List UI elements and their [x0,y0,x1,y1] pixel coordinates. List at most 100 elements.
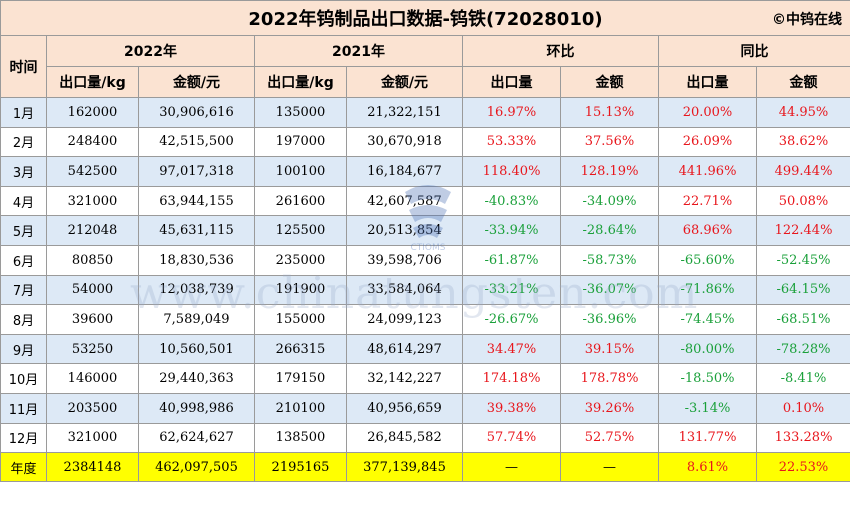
yoy-qty-cell: 68.96% [658,215,757,246]
table-row: 6月 80850 18,830,536 235000 39,598,706 -61.87%… [0,244,850,276]
header-qty-2022: 出口量/kg [46,66,139,98]
total-mom-amt: — [560,452,659,483]
yoy-amt-cell: 50.08% [756,185,850,217]
header-mom: 环比 [462,35,659,67]
total-mom-qty: — [462,452,561,483]
month-cell: 8月 [0,304,47,335]
qty-2022-cell: 53250 [46,333,139,365]
mom-amt-cell: -36.96% [560,304,659,335]
mom-amt-cell: 128.19% [560,156,659,187]
yoy-amt-cell: 0.10% [756,392,850,424]
header-qty-yoy: 出口量 [658,66,757,98]
yoy-qty-cell: -3.14% [658,392,757,424]
total-row: 年度 2384148 462,097,505 2195165 377,139,8… [0,452,850,483]
table-row: 12月 321000 62,624,627 138500 26,845,582 57.74… [0,422,850,454]
yoy-qty-cell: 131.77% [658,422,757,454]
amt-2021-cell: 21,322,151 [346,97,463,128]
total-yoy-amt: 22.53% [756,452,850,483]
amt-2021-cell: 42,607,587 [346,185,463,217]
amt-2022-cell: 29,440,363 [138,363,255,394]
qty-2021-cell: 210100 [254,392,347,424]
amt-2021-cell: 20,513,854 [346,215,463,246]
mom-amt-cell: -36.07% [560,274,659,306]
header-2022: 2022年 [46,35,255,67]
qty-2022-cell: 321000 [46,422,139,454]
yoy-amt-cell: 122.44% [756,215,850,246]
qty-2022-cell: 39600 [46,304,139,335]
mom-amt-cell: 52.75% [560,422,659,454]
amt-2022-cell: 10,560,501 [138,333,255,365]
yoy-amt-cell: 133.28% [756,422,850,454]
amt-2021-cell: 16,184,677 [346,156,463,187]
amt-2022-cell: 42,515,500 [138,126,255,158]
qty-2022-cell: 248400 [46,126,139,158]
header-amt-mom: 金额 [560,66,659,98]
amt-2021-cell: 39,598,706 [346,244,463,276]
yoy-qty-cell: 441.96% [658,156,757,187]
mom-amt-cell: -58.73% [560,244,659,276]
amt-2022-cell: 45,631,115 [138,215,255,246]
table-title: 2022年钨制品出口数据-钨铁(72028010) [248,9,603,30]
table-row: 9月 53250 10,560,501 266315 48,614,297 34.47% 3… [0,333,850,365]
yoy-amt-cell: 44.95% [756,97,850,128]
month-cell: 2月 [0,126,47,158]
total-yoy-qty: 8.61% [658,452,757,483]
qty-2021-cell: 266315 [254,333,347,365]
amt-2022-cell: 62,624,627 [138,422,255,454]
mom-qty-cell: 57.74% [462,422,561,454]
yoy-qty-cell: -65.60% [658,244,757,276]
mom-amt-cell: 39.26% [560,392,659,424]
header-2021: 2021年 [254,35,463,67]
amt-2022-cell: 63,944,155 [138,185,255,217]
mom-qty-cell: 118.40% [462,156,561,187]
table-row: 1月 162000 30,906,616 135000 21,322,151 16.97%… [0,97,850,128]
header-time: 时间 [0,35,47,98]
mom-qty-cell: -33.21% [462,274,561,306]
qty-2022-cell: 162000 [46,97,139,128]
table-row: 5月 212048 45,631,115 125500 20,513,854 -33.94… [0,215,850,246]
qty-2022-cell: 80850 [46,244,139,276]
mom-qty-cell: -26.67% [462,304,561,335]
month-cell: 5月 [0,215,47,246]
header-amt-2022: 金额/元 [138,66,255,98]
mom-qty-cell: -61.87% [462,244,561,276]
table-row: 2月 248400 42,515,500 197000 30,670,918 53.33%… [0,126,850,158]
total-amt-2021: 377,139,845 [346,452,463,483]
yoy-amt-cell: -52.45% [756,244,850,276]
mom-amt-cell: 37.56% [560,126,659,158]
amt-2022-cell: 18,830,536 [138,244,255,276]
mom-qty-cell: -33.94% [462,215,561,246]
qty-2022-cell: 203500 [46,392,139,424]
amt-2021-cell: 32,142,227 [346,363,463,394]
table-row: 3月 542500 97,017,318 100100 16,184,677 118.40… [0,156,850,187]
title-cell: 2022年钨制品出口数据-钨铁(72028010) [0,0,850,36]
yoy-amt-cell: -78.28% [756,333,850,365]
month-cell: 12月 [0,422,47,454]
amt-2022-cell: 12,038,739 [138,274,255,306]
table-row: 11月 203500 40,998,986 210100 40,956,659 39.38… [0,392,850,424]
qty-2021-cell: 135000 [254,97,347,128]
amt-2021-cell: 33,584,064 [346,274,463,306]
total-qty-2021: 2195165 [254,452,347,483]
month-cell: 11月 [0,392,47,424]
mom-qty-cell: 34.47% [462,333,561,365]
yoy-amt-cell: 499.44% [756,156,850,187]
mom-qty-cell: -40.83% [462,185,561,217]
yoy-qty-cell: -74.45% [658,304,757,335]
mom-amt-cell: 178.78% [560,363,659,394]
month-cell: 10月 [0,363,47,394]
table-row: 7月 54000 12,038,739 191900 33,584,064 -33.21%… [0,274,850,306]
mom-amt-cell: -34.09% [560,185,659,217]
amt-2022-cell: 40,998,986 [138,392,255,424]
qty-2022-cell: 146000 [46,363,139,394]
month-cell: 7月 [0,274,47,306]
yoy-qty-cell: 22.71% [658,185,757,217]
table-row: 8月 39600 7,589,049 155000 24,099,123 -26.67% -… [0,304,850,335]
qty-2021-cell: 138500 [254,422,347,454]
qty-2022-cell: 542500 [46,156,139,187]
qty-2021-cell: 155000 [254,304,347,335]
yoy-qty-cell: 26.09% [658,126,757,158]
qty-2021-cell: 125500 [254,215,347,246]
amt-2021-cell: 30,670,918 [346,126,463,158]
amt-2021-cell: 40,956,659 [346,392,463,424]
